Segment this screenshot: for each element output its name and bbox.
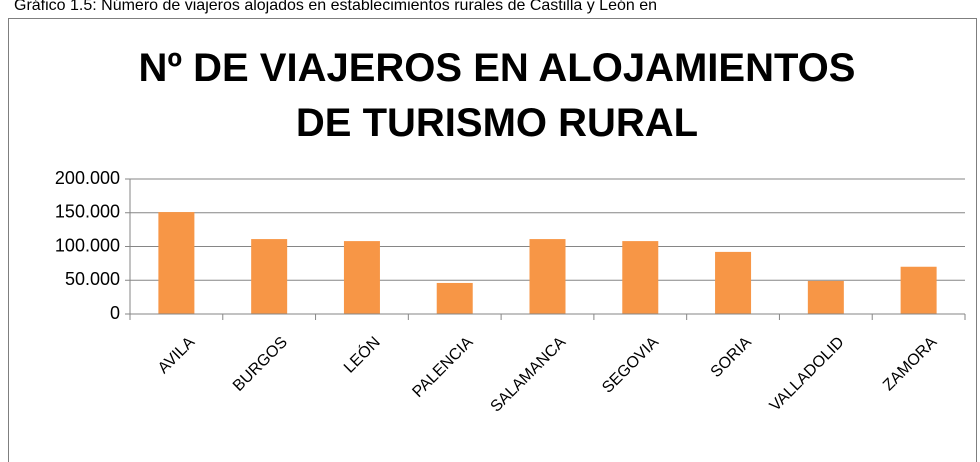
bar [529,239,566,314]
bar [715,251,752,314]
chart-border [8,18,977,462]
chart-title: Nº DE VIAJEROS EN ALOJAMIENTOS DE TURISMO… [139,46,856,145]
bar [807,280,844,314]
x-tick-label: AVILA [155,334,198,377]
caption: Gráfico 1.5: Número de viajeros alojados… [14,0,657,14]
x-tick-label: LEÓN [340,332,384,376]
x-tick-label: SORIA [708,334,755,381]
y-tick-label: 100.000 [55,235,120,255]
x-tick-label: PALENCIA [409,334,476,401]
y-tick-label: 0 [110,303,120,323]
bar [622,241,659,314]
x-tick-label: VALLADOLID [767,334,848,415]
bar [343,241,380,314]
bar [251,239,288,314]
x-tick-label: SEGOVIA [599,334,662,397]
x-tick-label: BURGOS [230,334,291,395]
bar [900,266,937,314]
bar [158,212,195,314]
y-tick-label: 150.000 [55,202,120,222]
y-tick-label: 200.000 [55,168,120,188]
x-tick-label: ZAMORA [880,334,941,395]
y-tick-label: 50.000 [65,269,120,289]
x-tick-label: SALAMANCA [487,334,569,416]
bar [436,282,473,314]
